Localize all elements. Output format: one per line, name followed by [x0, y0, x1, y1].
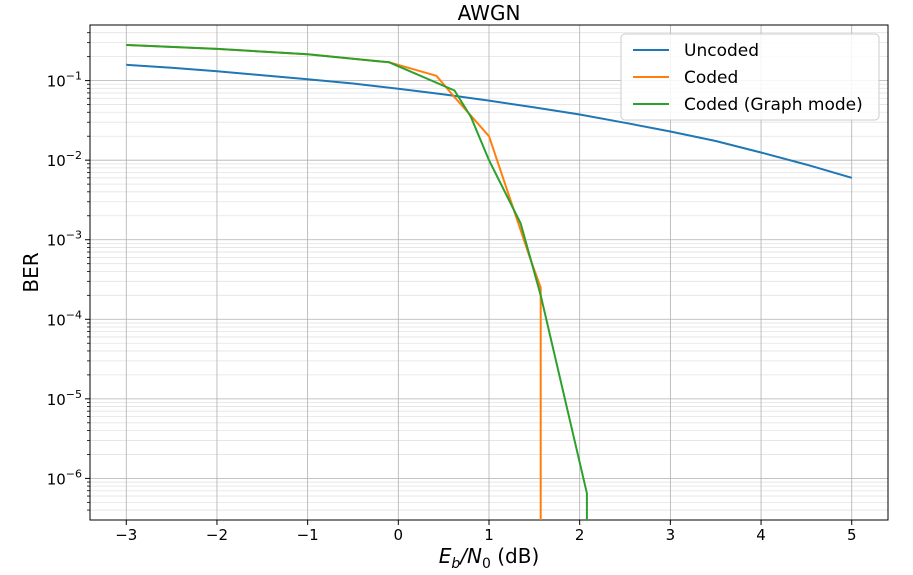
y-tick-base: 10	[47, 73, 66, 91]
y-tick-label: 10−3	[47, 229, 82, 250]
series-line-1	[126, 63, 852, 179]
x-label-main: E	[439, 544, 452, 568]
x-label-mid: /N	[458, 544, 482, 568]
y-axis-label: BER	[19, 252, 43, 292]
x-tick-label: −3	[115, 526, 137, 544]
x-tick-label: 2	[575, 526, 585, 544]
y-tick-exponent: −2	[66, 149, 82, 162]
x-tick-label: −1	[297, 526, 319, 544]
series-line-2	[126, 44, 542, 520]
series-line-3	[126, 44, 588, 520]
legend: Uncoded Coded Coded (Graph mode)	[620, 33, 880, 121]
x-label-sub1: b	[451, 556, 460, 572]
y-tick-base: 10	[47, 232, 66, 250]
y-tick-label: 10−5	[47, 388, 82, 409]
y-tick-exponent: −3	[66, 229, 82, 242]
legend-label-2: Coded	[684, 68, 738, 88]
y-tick-label: 10−2	[47, 149, 82, 170]
x-label-tail: (dB)	[491, 544, 539, 568]
y-tick-base: 10	[47, 311, 66, 329]
x-axis-label: Eb/N0 (dB)	[439, 544, 540, 572]
x-tick-label: 4	[756, 526, 766, 544]
legend-label-3: Coded (Graph mode)	[684, 95, 863, 115]
y-tick-label: 10−6	[47, 467, 82, 488]
x-tick-label: 5	[847, 526, 857, 544]
y-tick-exponent: −6	[66, 467, 82, 480]
y-tick-label: 10−4	[47, 308, 82, 329]
y-tick-exponent: −5	[66, 388, 82, 401]
x-label-sub2: 0	[482, 556, 491, 572]
y-tick-base: 10	[47, 152, 66, 170]
y-tick-base: 10	[47, 470, 66, 488]
y-tick-exponent: −1	[66, 70, 82, 83]
y-tick-base: 10	[47, 391, 66, 409]
x-tick-label: 3	[666, 526, 676, 544]
series-layer	[126, 44, 852, 520]
x-tick-label: 1	[484, 526, 494, 544]
chart-title: AWGN	[458, 1, 521, 25]
legend-box	[620, 33, 880, 121]
y-tick-exponent: −4	[66, 308, 82, 321]
axis-ticks: −3 −2 −1 0 1 2 3 4 510−110−210−310−410−510−6	[47, 32, 857, 544]
y-tick-label: 10−1	[47, 70, 82, 91]
x-tick-label: 0	[394, 526, 404, 544]
x-tick-label: −2	[206, 526, 228, 544]
legend-label-1: Uncoded	[684, 41, 759, 61]
